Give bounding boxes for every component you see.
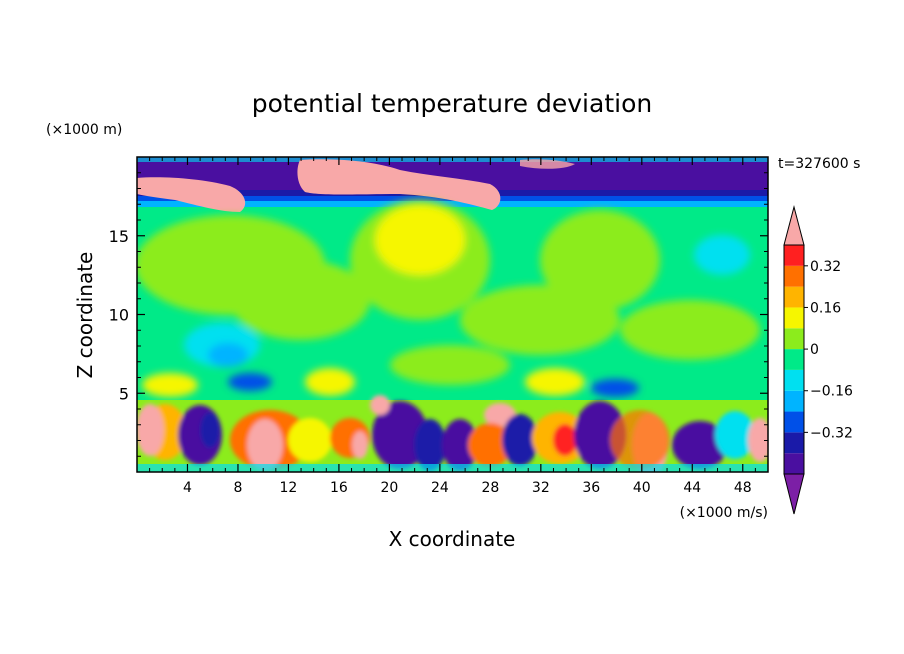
colorbar: 0.32 0.16 0 −0.16 −0.32 <box>783 205 853 515</box>
y-axis-label: Z coordinate <box>73 252 97 379</box>
colorbar-tick-label: −0.16 <box>810 384 853 400</box>
colorbar-tick-label: 0.16 <box>810 300 841 316</box>
colorbar-tick-label: −0.32 <box>810 425 853 441</box>
x-tick-label: 20 <box>380 480 398 496</box>
colorbar-segment <box>784 390 804 412</box>
colorbar-tick-label: 0.32 <box>810 259 841 275</box>
x-tick-label: 48 <box>734 480 752 496</box>
colorbar-extend-high <box>783 205 805 246</box>
x-tick-label: 36 <box>582 480 600 496</box>
contour-field <box>137 157 768 472</box>
colorbar-segment <box>784 411 804 433</box>
colorbar-segment <box>784 245 804 266</box>
x-tick-label: 24 <box>431 480 449 496</box>
colorbar-segment <box>784 349 804 370</box>
x-axis-unit: (×1000 m/s) <box>680 505 768 521</box>
x-tick-label: 12 <box>280 480 298 496</box>
colorbar-extend-low <box>783 473 805 515</box>
colorbar-segment <box>784 432 804 454</box>
y-tick-label: 5 <box>119 384 129 403</box>
x-tick-label: 4 <box>183 480 192 496</box>
colorbar-segment <box>784 369 804 391</box>
colorbar-segment <box>784 307 804 329</box>
x-tick-label: 8 <box>233 480 242 496</box>
x-tick-label: 28 <box>481 480 499 496</box>
x-tick-label: 16 <box>330 480 348 496</box>
x-tick-label: 44 <box>683 480 701 496</box>
y-tick-label: 10 <box>109 306 129 325</box>
y-axis-unit: (×1000 m) <box>46 122 122 138</box>
y-tick-label: 15 <box>109 227 129 246</box>
x-tick-label: 32 <box>532 480 550 496</box>
x-tick-label: 40 <box>633 480 651 496</box>
colorbar-segment <box>784 265 804 287</box>
chart-title: potential temperature deviation <box>252 89 652 118</box>
colorbar-frame <box>783 244 805 475</box>
colorbar-segment <box>784 453 804 474</box>
colorbar-segment <box>784 286 804 308</box>
colorbar-segment <box>784 328 804 350</box>
x-axis-label: X coordinate <box>389 527 516 551</box>
colorbar-tick-label: 0 <box>810 342 819 358</box>
time-label: t=327600 s <box>778 156 860 172</box>
